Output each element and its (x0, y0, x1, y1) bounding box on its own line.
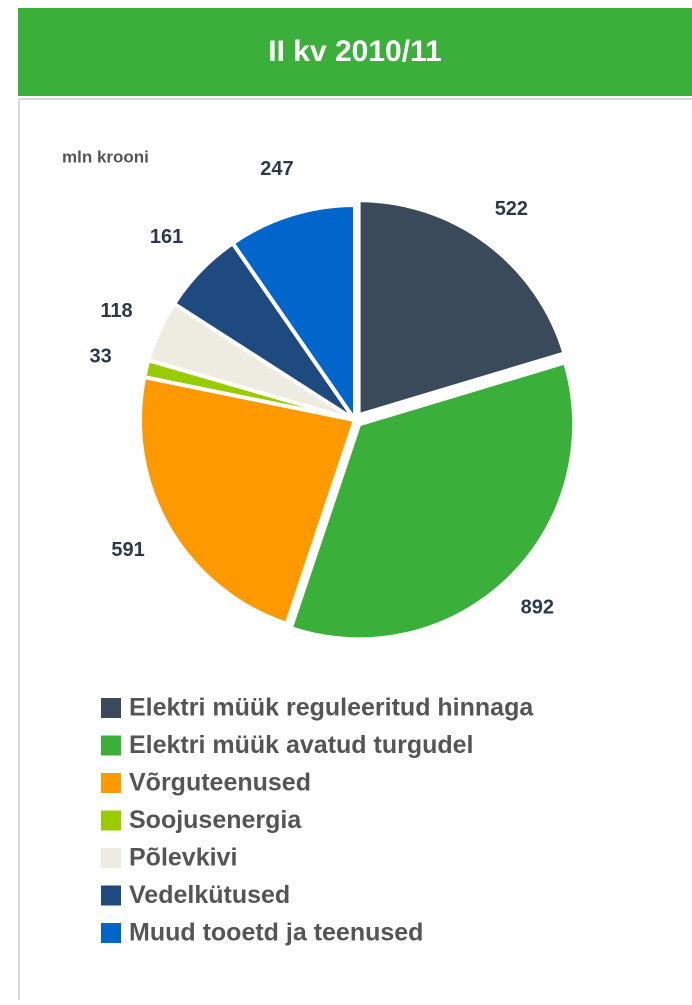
data-label: 33 (89, 346, 111, 368)
header-bar (18, 8, 692, 96)
legend-swatch (101, 885, 121, 906)
legend-swatch (101, 810, 121, 831)
legend-swatch (101, 773, 121, 793)
pie-slice (229, 202, 357, 427)
chart-title: II kv 2010/11 (268, 35, 442, 68)
data-label: 247 (260, 158, 293, 180)
data-label: 161 (150, 226, 183, 248)
data-label: 118 (100, 300, 132, 322)
data-label: 522 (495, 198, 528, 220)
legend-swatch (101, 735, 121, 756)
legend-label: Võrguteenused (129, 769, 311, 797)
legend-swatch (101, 923, 121, 943)
data-label: 591 (111, 539, 144, 561)
legend-label: Põlevkivi (129, 844, 237, 872)
pie-slice (288, 360, 577, 642)
legend-label: Elektri müük reguleeritud hinnaga (129, 694, 534, 722)
legend-swatch (101, 698, 121, 718)
pie-slice (138, 374, 358, 627)
legend-label: Muud tooetd ja teenused (129, 919, 423, 947)
legend-label: Soojusenergia (129, 806, 302, 834)
legend-label: Vedelkütused (129, 881, 290, 909)
legend-swatch (101, 848, 121, 868)
unit-label: mln krooni (62, 147, 149, 166)
data-label: 892 (521, 596, 554, 618)
legend-label: Elektri müük avatud turgudel (129, 731, 474, 759)
pie-slice (356, 198, 567, 418)
panel (18, 98, 692, 1005)
